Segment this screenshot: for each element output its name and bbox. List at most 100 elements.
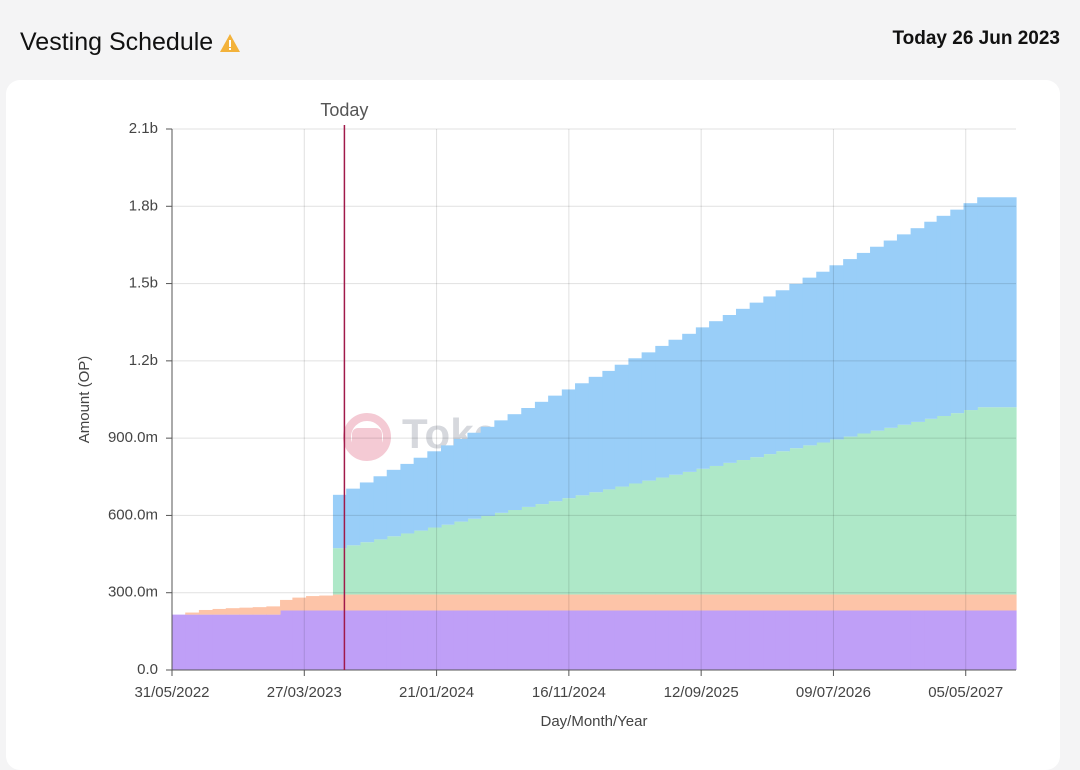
area-step [386, 536, 402, 595]
y-tick-label: 1.5b [129, 275, 158, 292]
area-step [453, 438, 469, 522]
area-step [507, 510, 522, 595]
area-step [924, 418, 938, 595]
area-step [924, 221, 938, 419]
area-step [735, 610, 751, 670]
area-step [292, 597, 307, 611]
area-step [655, 477, 670, 595]
area-step [856, 594, 871, 611]
area-step [628, 483, 643, 595]
area-step [910, 228, 925, 422]
area-step [668, 474, 683, 595]
area-step [386, 594, 402, 611]
area-step [668, 339, 683, 475]
area-step [602, 594, 616, 611]
area-step [266, 614, 281, 670]
area-step [494, 512, 509, 595]
area-step [963, 610, 978, 670]
area-step [977, 610, 1017, 670]
area-step [319, 610, 334, 670]
area-step [628, 358, 643, 484]
warning-icon [220, 33, 241, 52]
area-step [239, 607, 254, 615]
area-step [212, 608, 227, 615]
area-step [896, 610, 912, 670]
area-step [789, 594, 804, 611]
area-step [896, 424, 912, 595]
area-step [480, 594, 495, 611]
area-step [763, 594, 777, 611]
area-step [722, 315, 737, 463]
area-step [575, 383, 590, 496]
area-step [440, 524, 455, 595]
area-step [695, 594, 710, 611]
area-step [843, 436, 858, 595]
area-step [936, 594, 951, 611]
area-step [963, 594, 978, 611]
header-title: Vesting Schedule [20, 28, 241, 57]
area-step [883, 240, 898, 428]
area-step [252, 614, 267, 670]
area-step [427, 451, 442, 528]
area-step [735, 594, 751, 611]
x-tick-label: 16/11/2024 [532, 684, 606, 701]
chart: TokenUnlocks. 0.0300.0m600.0m900.0m1.2b1… [76, 100, 1017, 730]
area-step [359, 594, 375, 611]
area-step [829, 594, 844, 611]
area-step [521, 506, 536, 595]
area-step [359, 610, 375, 670]
area-step [373, 610, 388, 670]
area-step [709, 465, 724, 595]
title-text: Vesting Schedule [20, 28, 214, 56]
area-step [561, 498, 576, 595]
area-step [280, 599, 293, 611]
area-step [440, 445, 455, 525]
area-step [453, 610, 469, 670]
area-step [628, 594, 643, 611]
area-step [936, 610, 951, 670]
today-date: Today 26 Jun 2023 [892, 28, 1060, 49]
area-step [440, 610, 455, 670]
area-step [735, 308, 751, 461]
area-step [843, 259, 858, 437]
area-step [722, 594, 737, 611]
area-step [802, 445, 817, 595]
area-step [816, 442, 831, 595]
area-step [856, 433, 871, 595]
watermark-logo [343, 413, 391, 461]
area-step [896, 594, 912, 611]
area-step [172, 614, 186, 670]
area-step [467, 610, 482, 670]
area-step [668, 594, 683, 611]
area-step [977, 197, 1017, 408]
area-step [561, 594, 576, 611]
area-step [602, 489, 616, 595]
area-step [816, 594, 831, 611]
x-tick-label: 12/09/2025 [664, 684, 739, 701]
x-axis-label: Day/Month/Year [540, 713, 647, 730]
area-step [427, 527, 442, 595]
area-step [332, 548, 347, 595]
areas [172, 197, 1017, 670]
area-step [682, 594, 697, 611]
area-step [936, 415, 951, 595]
area-step [870, 246, 885, 431]
area-step [588, 610, 603, 670]
area-step [668, 610, 683, 670]
x-tick-label: 21/01/2024 [399, 684, 474, 701]
area-step [896, 234, 912, 425]
area-step [709, 321, 724, 466]
x-tick-label: 05/05/2027 [928, 684, 1003, 701]
area-step [386, 610, 402, 670]
area-step [575, 594, 590, 611]
area-step [266, 606, 281, 615]
area-step [225, 608, 241, 615]
area-step [548, 594, 563, 611]
area-step [655, 594, 670, 611]
area-step [870, 594, 885, 611]
area-step [816, 610, 831, 670]
area-step [614, 610, 629, 670]
area-step [521, 594, 536, 611]
area-step [198, 614, 214, 670]
area-step [453, 521, 469, 595]
